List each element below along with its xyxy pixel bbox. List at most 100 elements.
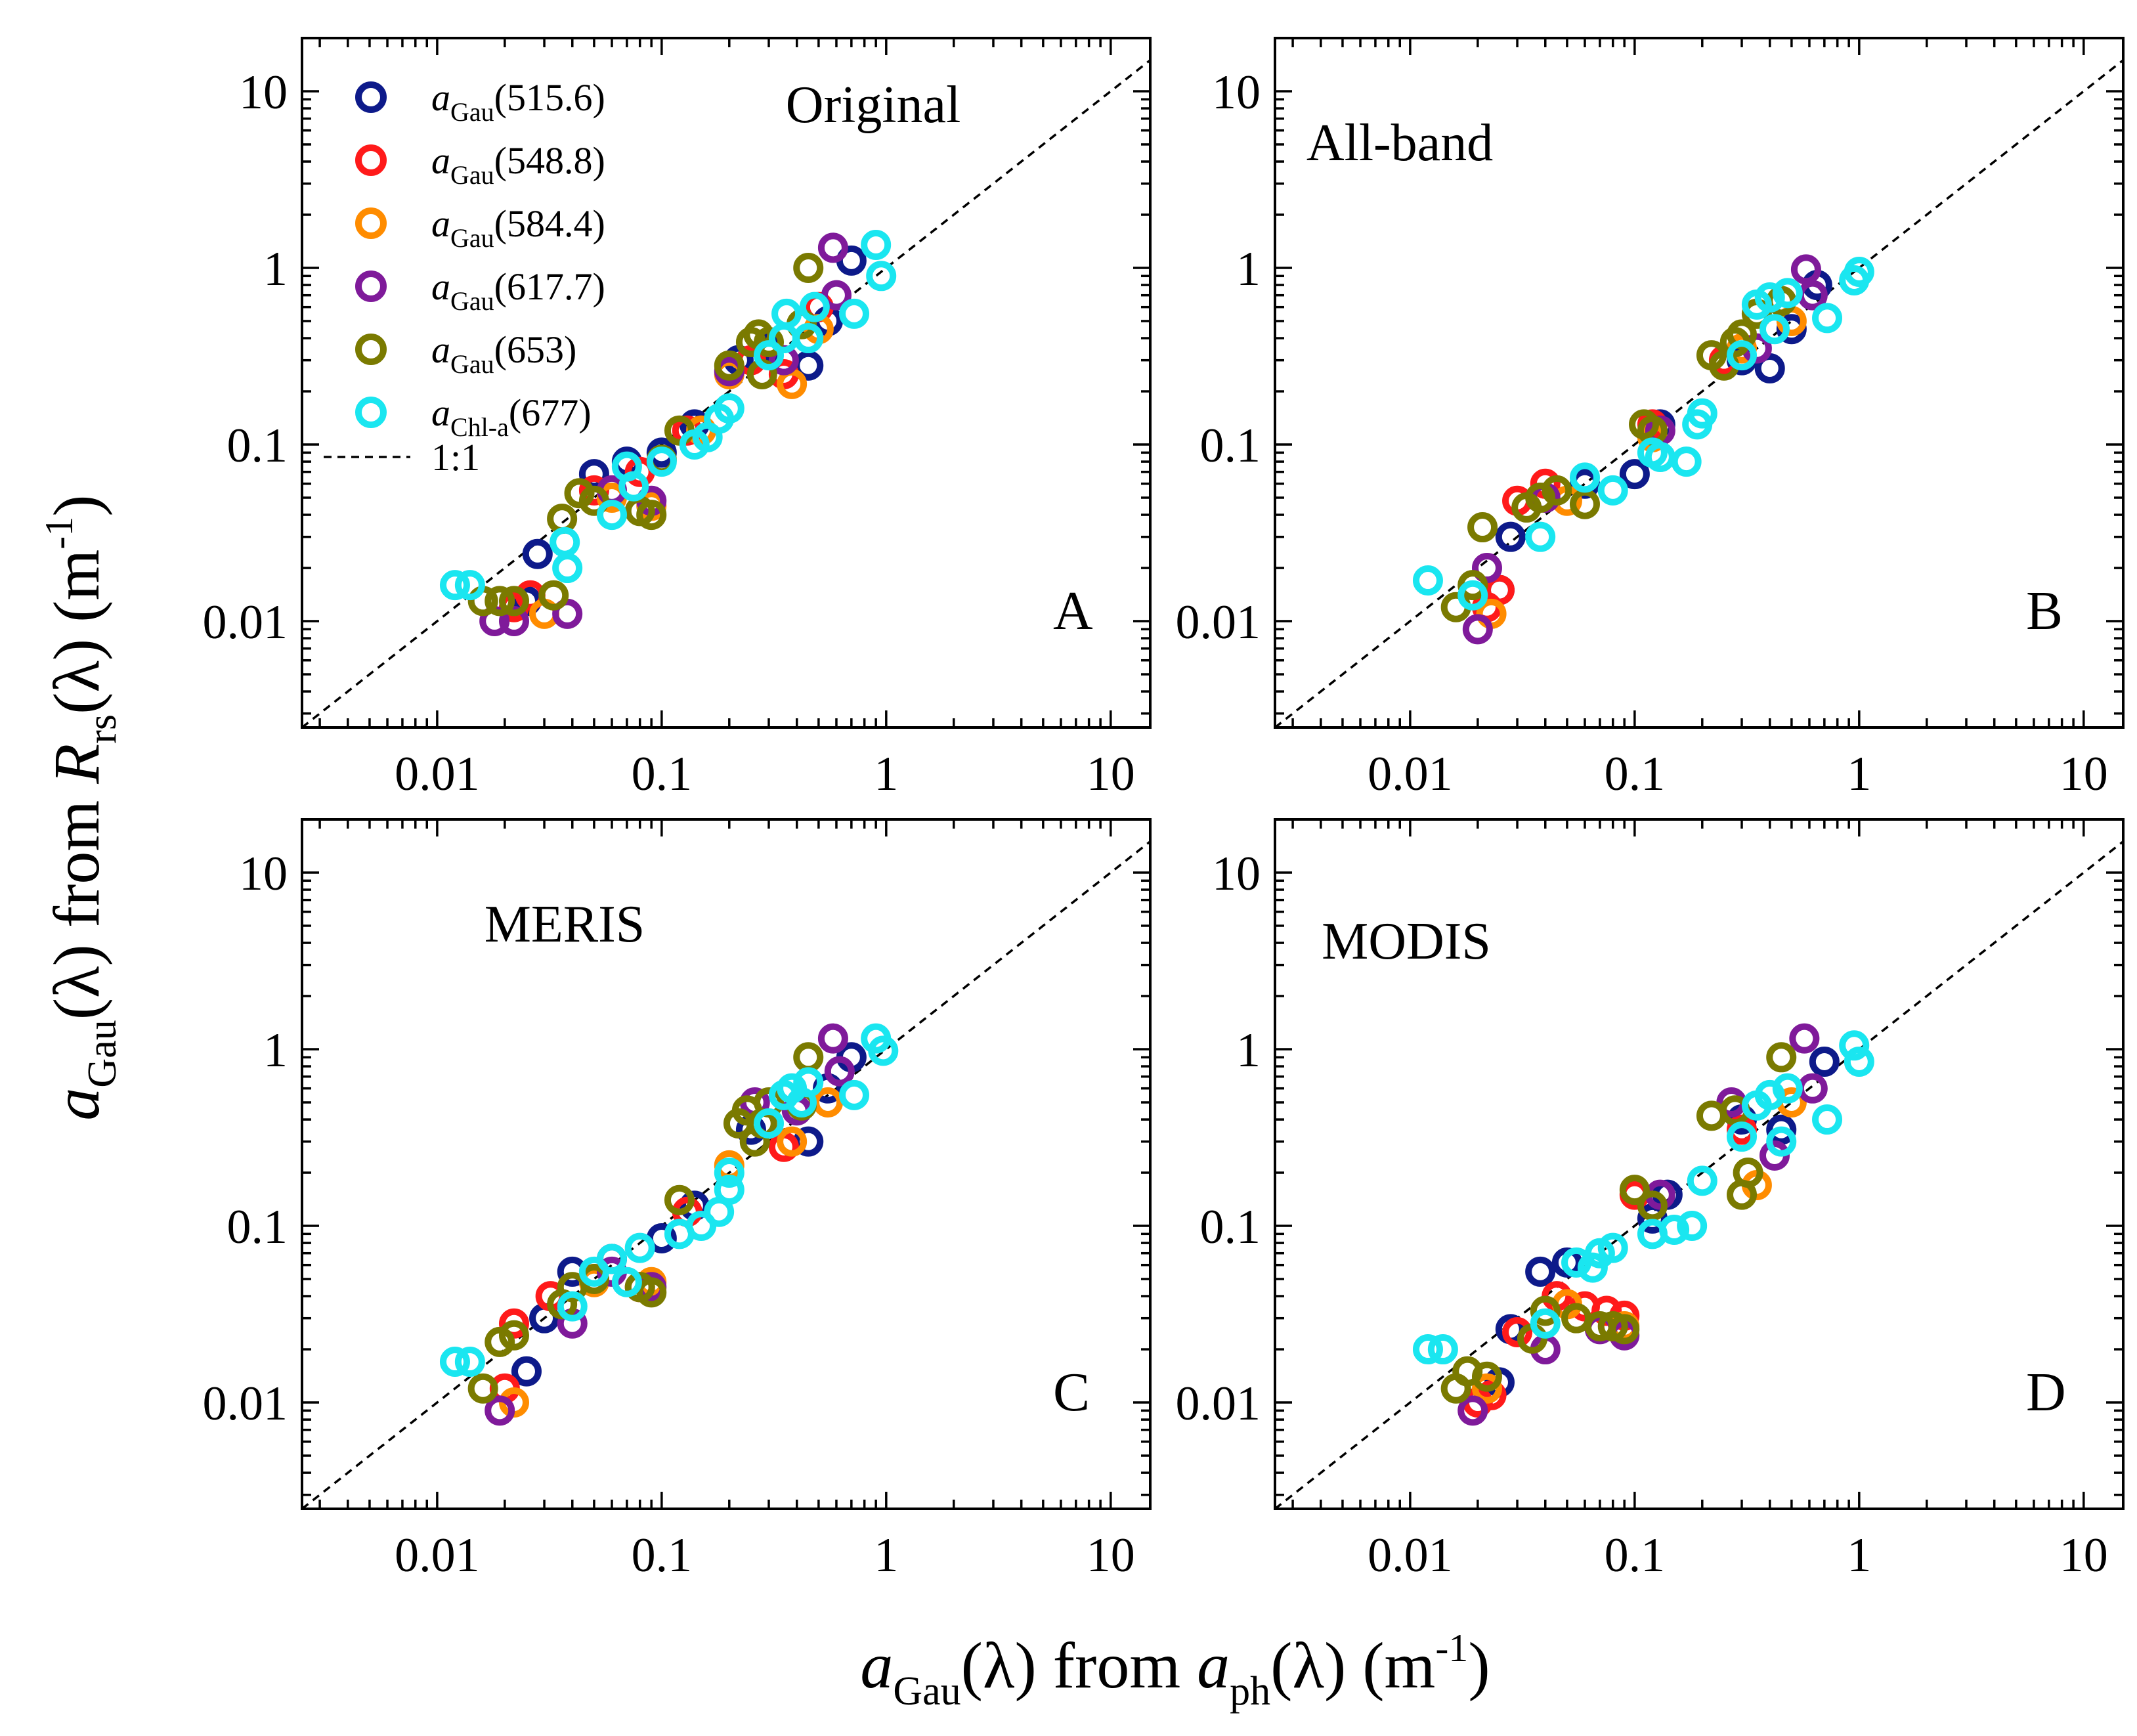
panel-letter: D (2026, 1362, 2066, 1423)
data-point (839, 298, 870, 329)
data-point (754, 340, 785, 371)
legend-entry-line: 1:1 (324, 436, 480, 479)
series-6 (439, 229, 897, 601)
data-point (550, 527, 580, 557)
data-point (485, 586, 515, 617)
data-point (1471, 553, 1502, 584)
data-point (1619, 459, 1650, 490)
data-point (1597, 475, 1628, 506)
legend-entry: aChl-a(677) (355, 391, 592, 442)
y-tick-label: 0.1 (227, 1200, 288, 1254)
series-5 (1440, 1042, 1797, 1404)
data-point (1659, 1215, 1690, 1246)
legend-entry: aGau(515.6) (355, 76, 605, 127)
data-point (793, 323, 824, 354)
axis-ticks (302, 818, 1150, 1509)
data-point (1766, 1126, 1797, 1157)
y-tick-label: 0.1 (1200, 419, 1261, 473)
data-point (498, 1320, 529, 1351)
panel-a: 0.01 0.1 1 10 0.01 0.1 1 10 Original A (203, 37, 1152, 801)
data-point (557, 1291, 588, 1322)
data-point (714, 393, 745, 424)
panel-letter: C (1053, 1362, 1090, 1423)
panel-title: Original (786, 76, 961, 134)
data-point (1495, 521, 1526, 552)
data-point (564, 478, 595, 509)
data-point (624, 1232, 655, 1263)
data-point (1462, 614, 1493, 645)
legend-label: aGau(653) (431, 328, 576, 379)
legend-entry: aGau(653) (355, 328, 576, 379)
data-point (439, 1347, 470, 1378)
x-tick-label: 10 (1087, 1529, 1135, 1582)
plot-frame (1274, 37, 2125, 729)
data-point (1637, 1190, 1668, 1221)
data-point (1687, 1165, 1717, 1196)
data-point (485, 1395, 515, 1426)
data-point (498, 606, 529, 637)
data-point (1467, 512, 1498, 543)
data-point (1754, 353, 1785, 383)
legend-entry: aGau(617.7) (355, 265, 605, 316)
data-point (1809, 1046, 1840, 1077)
legend-marker (355, 397, 387, 428)
data-point (754, 327, 785, 358)
data-point (1812, 1104, 1843, 1135)
x-tick-label: 1 (1847, 747, 1871, 801)
x-tick-label: 0.1 (632, 747, 693, 801)
data-point (714, 1158, 745, 1188)
y-tick-label: 1 (263, 242, 288, 296)
panel-c: 0.01 0.1 1 10 0.01 0.1 1 10 MERIS C (203, 818, 1152, 1582)
legend-marker (355, 81, 387, 113)
data-point (1812, 303, 1843, 334)
data-point (498, 586, 529, 617)
x-tick-label: 0.1 (1605, 747, 1666, 801)
y-tick-label: 0.01 (203, 596, 288, 649)
data-point (793, 1042, 824, 1073)
data-point (1790, 254, 1821, 285)
data-point (1727, 340, 1758, 371)
data-point (636, 500, 667, 531)
data-point (793, 253, 824, 283)
data-point (1696, 1100, 1727, 1131)
series-6 (1412, 256, 1874, 611)
data-point (498, 1308, 529, 1339)
data-point (439, 570, 470, 601)
data-point (552, 598, 583, 629)
x-tick-label: 0.01 (1368, 747, 1453, 801)
data-point (538, 580, 569, 611)
data-point (868, 1035, 899, 1066)
x-tick-label: 10 (2060, 1529, 2108, 1582)
data-point (1727, 1121, 1758, 1152)
y-axis-label: aGau(λ) from Rrs(λ) (m-1) (37, 494, 125, 1120)
data-point (1412, 565, 1443, 596)
series-6 (1412, 1030, 1874, 1365)
plot-frame (301, 818, 1152, 1510)
data-point (1457, 570, 1488, 601)
legend-label: aGau(584.4) (431, 202, 605, 253)
panel-b: 0.01 0.1 1 10 0.01 0.1 1 10 All-band B (1176, 37, 2125, 801)
legend-marker (355, 334, 387, 365)
plot-frame (1274, 818, 2125, 1510)
legend-marker (355, 207, 387, 239)
x-tick-label: 10 (1087, 747, 1135, 801)
data-point (596, 1244, 627, 1274)
data-point (1609, 1314, 1640, 1345)
one-to-one-line (1274, 59, 2125, 729)
x-tick-label: 1 (874, 1529, 898, 1582)
data-point (522, 538, 553, 569)
data-point (1525, 1256, 1556, 1287)
legend-entry: aGau(584.4) (355, 202, 605, 253)
panel-letter: A (1053, 580, 1093, 641)
data-point (1789, 1023, 1820, 1054)
data-point (824, 1056, 855, 1087)
y-tick-label: 10 (239, 847, 288, 901)
data-point (1525, 521, 1556, 552)
data-point (1457, 580, 1488, 611)
data-point (817, 1023, 848, 1054)
data-point (511, 1356, 542, 1387)
legend-marker (355, 144, 387, 176)
data-point (861, 229, 892, 260)
data-point (596, 500, 627, 531)
data-point (866, 261, 897, 292)
